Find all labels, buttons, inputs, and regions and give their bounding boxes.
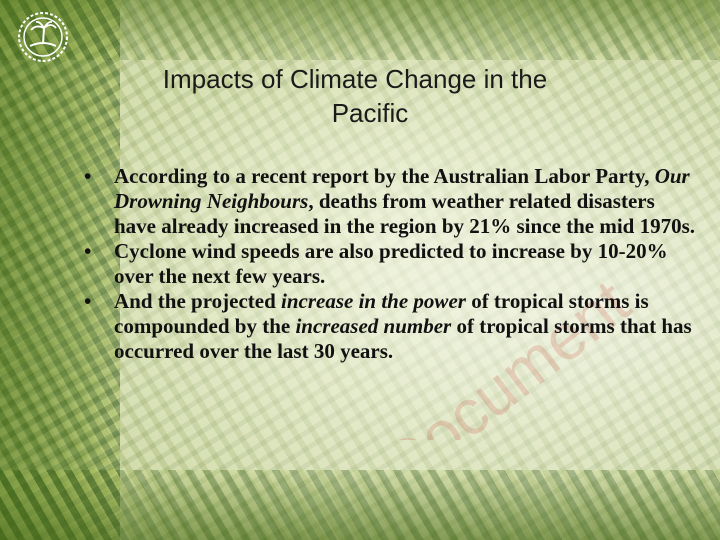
bullet-point-icon: • [84, 239, 92, 263]
bullet-text: of tropical storms is compounded by the [114, 289, 649, 338]
bullet-text: of tropical storms that has occurred ove… [114, 314, 692, 363]
palm-island-emblem-icon [18, 12, 68, 62]
bullet-list: • According to a recent report by the Au… [76, 164, 696, 364]
woven-border-top [0, 0, 720, 60]
emphasis-text: increased number [295, 314, 452, 338]
bullet-point-icon: • [84, 289, 92, 313]
bullet-point-icon: • [84, 164, 92, 188]
woven-border-bottom [0, 470, 720, 540]
slide-title: Impacts of Climate Change in the Pacific [0, 62, 720, 130]
woven-border-left [0, 0, 120, 540]
report-title: Our Drowning Neighbours [114, 164, 690, 213]
title-line-2: Pacific [331, 98, 409, 128]
bullet-item: • And the projected increase in the powe… [76, 289, 696, 364]
title-line-1: Impacts of Climate Change in the [162, 64, 548, 94]
bullet-item: • Cyclone wind speeds are also predicted… [76, 239, 696, 289]
bullet-text: According to a recent report by the Aust… [114, 164, 655, 188]
bullet-text: Cyclone wind speeds are also predicted t… [114, 239, 668, 288]
emphasis-text: increase in the power [281, 289, 466, 313]
bullet-item: • According to a recent report by the Au… [76, 164, 696, 239]
bullet-text: , deaths from weather related disasters … [114, 189, 696, 238]
bullet-text: And the projected [114, 289, 282, 313]
